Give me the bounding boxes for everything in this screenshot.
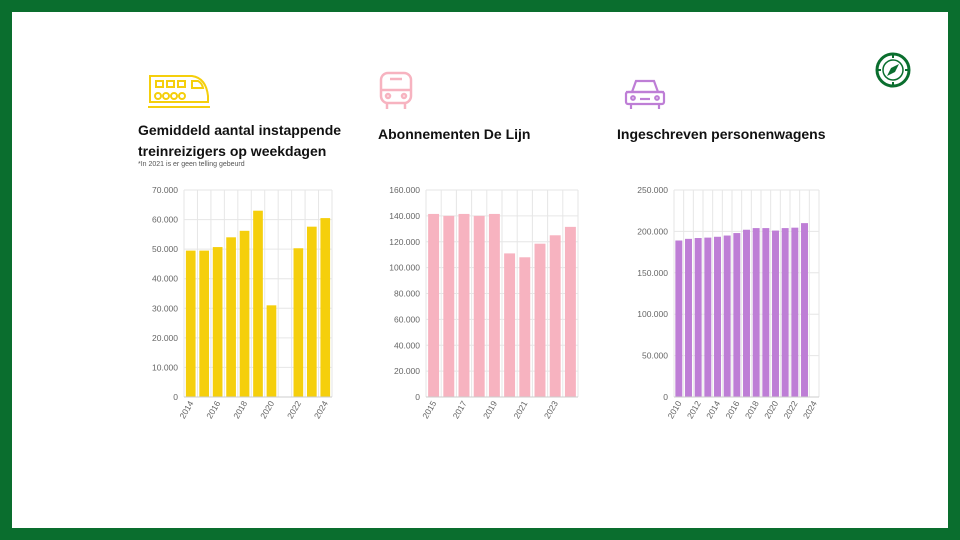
bar-chart-bus: 0 20.000 40.000 60.000 80.000 100.000 120.000 1…: [389, 185, 579, 421]
y-tick-label: 40.000: [394, 340, 420, 350]
x-tick-label: 2024: [312, 399, 330, 421]
x-tick-label: 2016: [204, 399, 222, 421]
bar-2018: [752, 228, 760, 397]
bar-2015: [428, 213, 440, 397]
bar-2024: [320, 218, 331, 397]
x-tick-label: 2010: [665, 399, 683, 421]
bus-icon: [379, 71, 413, 109]
y-tick-label: 0: [415, 392, 420, 402]
compass-icon: [875, 52, 911, 88]
bar-chart-train: 0 10.000 20.000 30.000 40.000 50.000 60.000 70.…: [152, 185, 333, 421]
y-tick-label: 60.000: [152, 215, 178, 225]
x-tick-label: 2014: [704, 399, 722, 421]
x-tick-label: 2020: [258, 399, 276, 421]
bar-2019: [253, 210, 263, 397]
bar-2010: [675, 240, 683, 397]
y-tick-label: 140.000: [389, 211, 420, 221]
bar-2016: [443, 215, 455, 397]
slide-frame: Gemiddeld aantal instappende treinreizig…: [12, 12, 948, 528]
x-tick-label: 2016: [723, 399, 741, 421]
y-tick-label: 10.000: [152, 362, 178, 372]
x-tick-label: 2021: [511, 399, 529, 421]
bar-2013: [704, 237, 712, 397]
bar-2018: [239, 230, 250, 397]
y-tick-label: 20.000: [394, 366, 420, 376]
chart-footnote: *In 2021 is er geen telling gebeurd: [138, 161, 245, 168]
x-tick-label: 2017: [451, 399, 469, 421]
bar-2020: [266, 305, 277, 397]
y-tick-label: 120.000: [389, 237, 420, 247]
y-tick-label: 20.000: [152, 333, 178, 343]
bar-2014: [714, 236, 721, 397]
x-tick-label: 2020: [762, 399, 780, 421]
y-tick-label: 30.000: [152, 303, 178, 313]
panel-bus: Abonnementen De Lijn 0 20.000 40.000 60.000…: [378, 12, 608, 528]
y-tick-label: 100.000: [637, 309, 668, 319]
bar-2015: [199, 250, 210, 397]
panel-car: Ingeschreven personenwagens 0 50.000 100.0…: [617, 12, 847, 528]
y-tick-label: 0: [663, 392, 668, 402]
bar-2021: [781, 228, 789, 397]
x-tick-label: 2012: [685, 399, 703, 421]
chart-title: Abonnementen De Lijn: [378, 126, 531, 142]
y-tick-label: 0: [173, 392, 178, 402]
x-tick-label: 2023: [542, 399, 560, 421]
bar-2015: [723, 235, 731, 397]
bar-2016: [212, 247, 223, 397]
x-tick-label: 2019: [481, 399, 499, 421]
y-tick-label: 250.000: [637, 185, 668, 195]
bar-2016: [733, 233, 741, 397]
bar-2023: [306, 226, 317, 397]
bar-2018: [473, 215, 485, 397]
y-tick-label: 160.000: [389, 185, 420, 195]
x-tick-label: 2018: [743, 399, 761, 421]
x-tick-label: 2024: [801, 399, 819, 421]
y-tick-label: 200.000: [637, 226, 668, 236]
y-tick-label: 80.000: [394, 289, 420, 299]
bar-2011: [685, 238, 692, 397]
y-tick-label: 50.000: [152, 244, 178, 254]
chart-title: Gemiddeld aantal instappende treinreizig…: [138, 122, 342, 159]
bar-2012: [694, 238, 702, 397]
bar-2024: [564, 226, 576, 397]
y-tick-label: 60.000: [394, 314, 420, 324]
x-tick-label: 2015: [420, 399, 438, 421]
y-tick-label: 150.000: [637, 268, 668, 278]
bar-2022: [791, 227, 799, 397]
bar-2022: [534, 243, 546, 397]
bar-2022: [293, 248, 304, 397]
bar-2017: [226, 237, 236, 397]
chart-title: Ingeschreven personenwagens: [617, 126, 826, 142]
bar-2020: [772, 230, 779, 397]
train-icon: [148, 75, 210, 108]
bar-2019: [488, 213, 500, 397]
bar-2017: [458, 213, 470, 397]
bar-2020: [504, 253, 516, 397]
car-icon: [624, 79, 666, 109]
x-tick-label: 2022: [781, 399, 799, 421]
bar-2014: [185, 250, 196, 397]
bar-2023: [801, 223, 808, 397]
y-tick-label: 70.000: [152, 185, 178, 195]
x-tick-label: 2014: [177, 399, 195, 421]
x-tick-label: 2018: [231, 399, 249, 421]
bar-2019: [762, 228, 770, 397]
y-tick-label: 40.000: [152, 274, 178, 284]
bar-2017: [743, 229, 750, 397]
panel-train: Gemiddeld aantal instappende treinreizig…: [138, 12, 368, 528]
bar-2023: [549, 235, 561, 397]
y-tick-label: 50.000: [642, 351, 668, 361]
y-tick-label: 100.000: [389, 263, 420, 273]
x-tick-label: 2022: [285, 399, 303, 421]
bar-2021: [519, 257, 531, 397]
